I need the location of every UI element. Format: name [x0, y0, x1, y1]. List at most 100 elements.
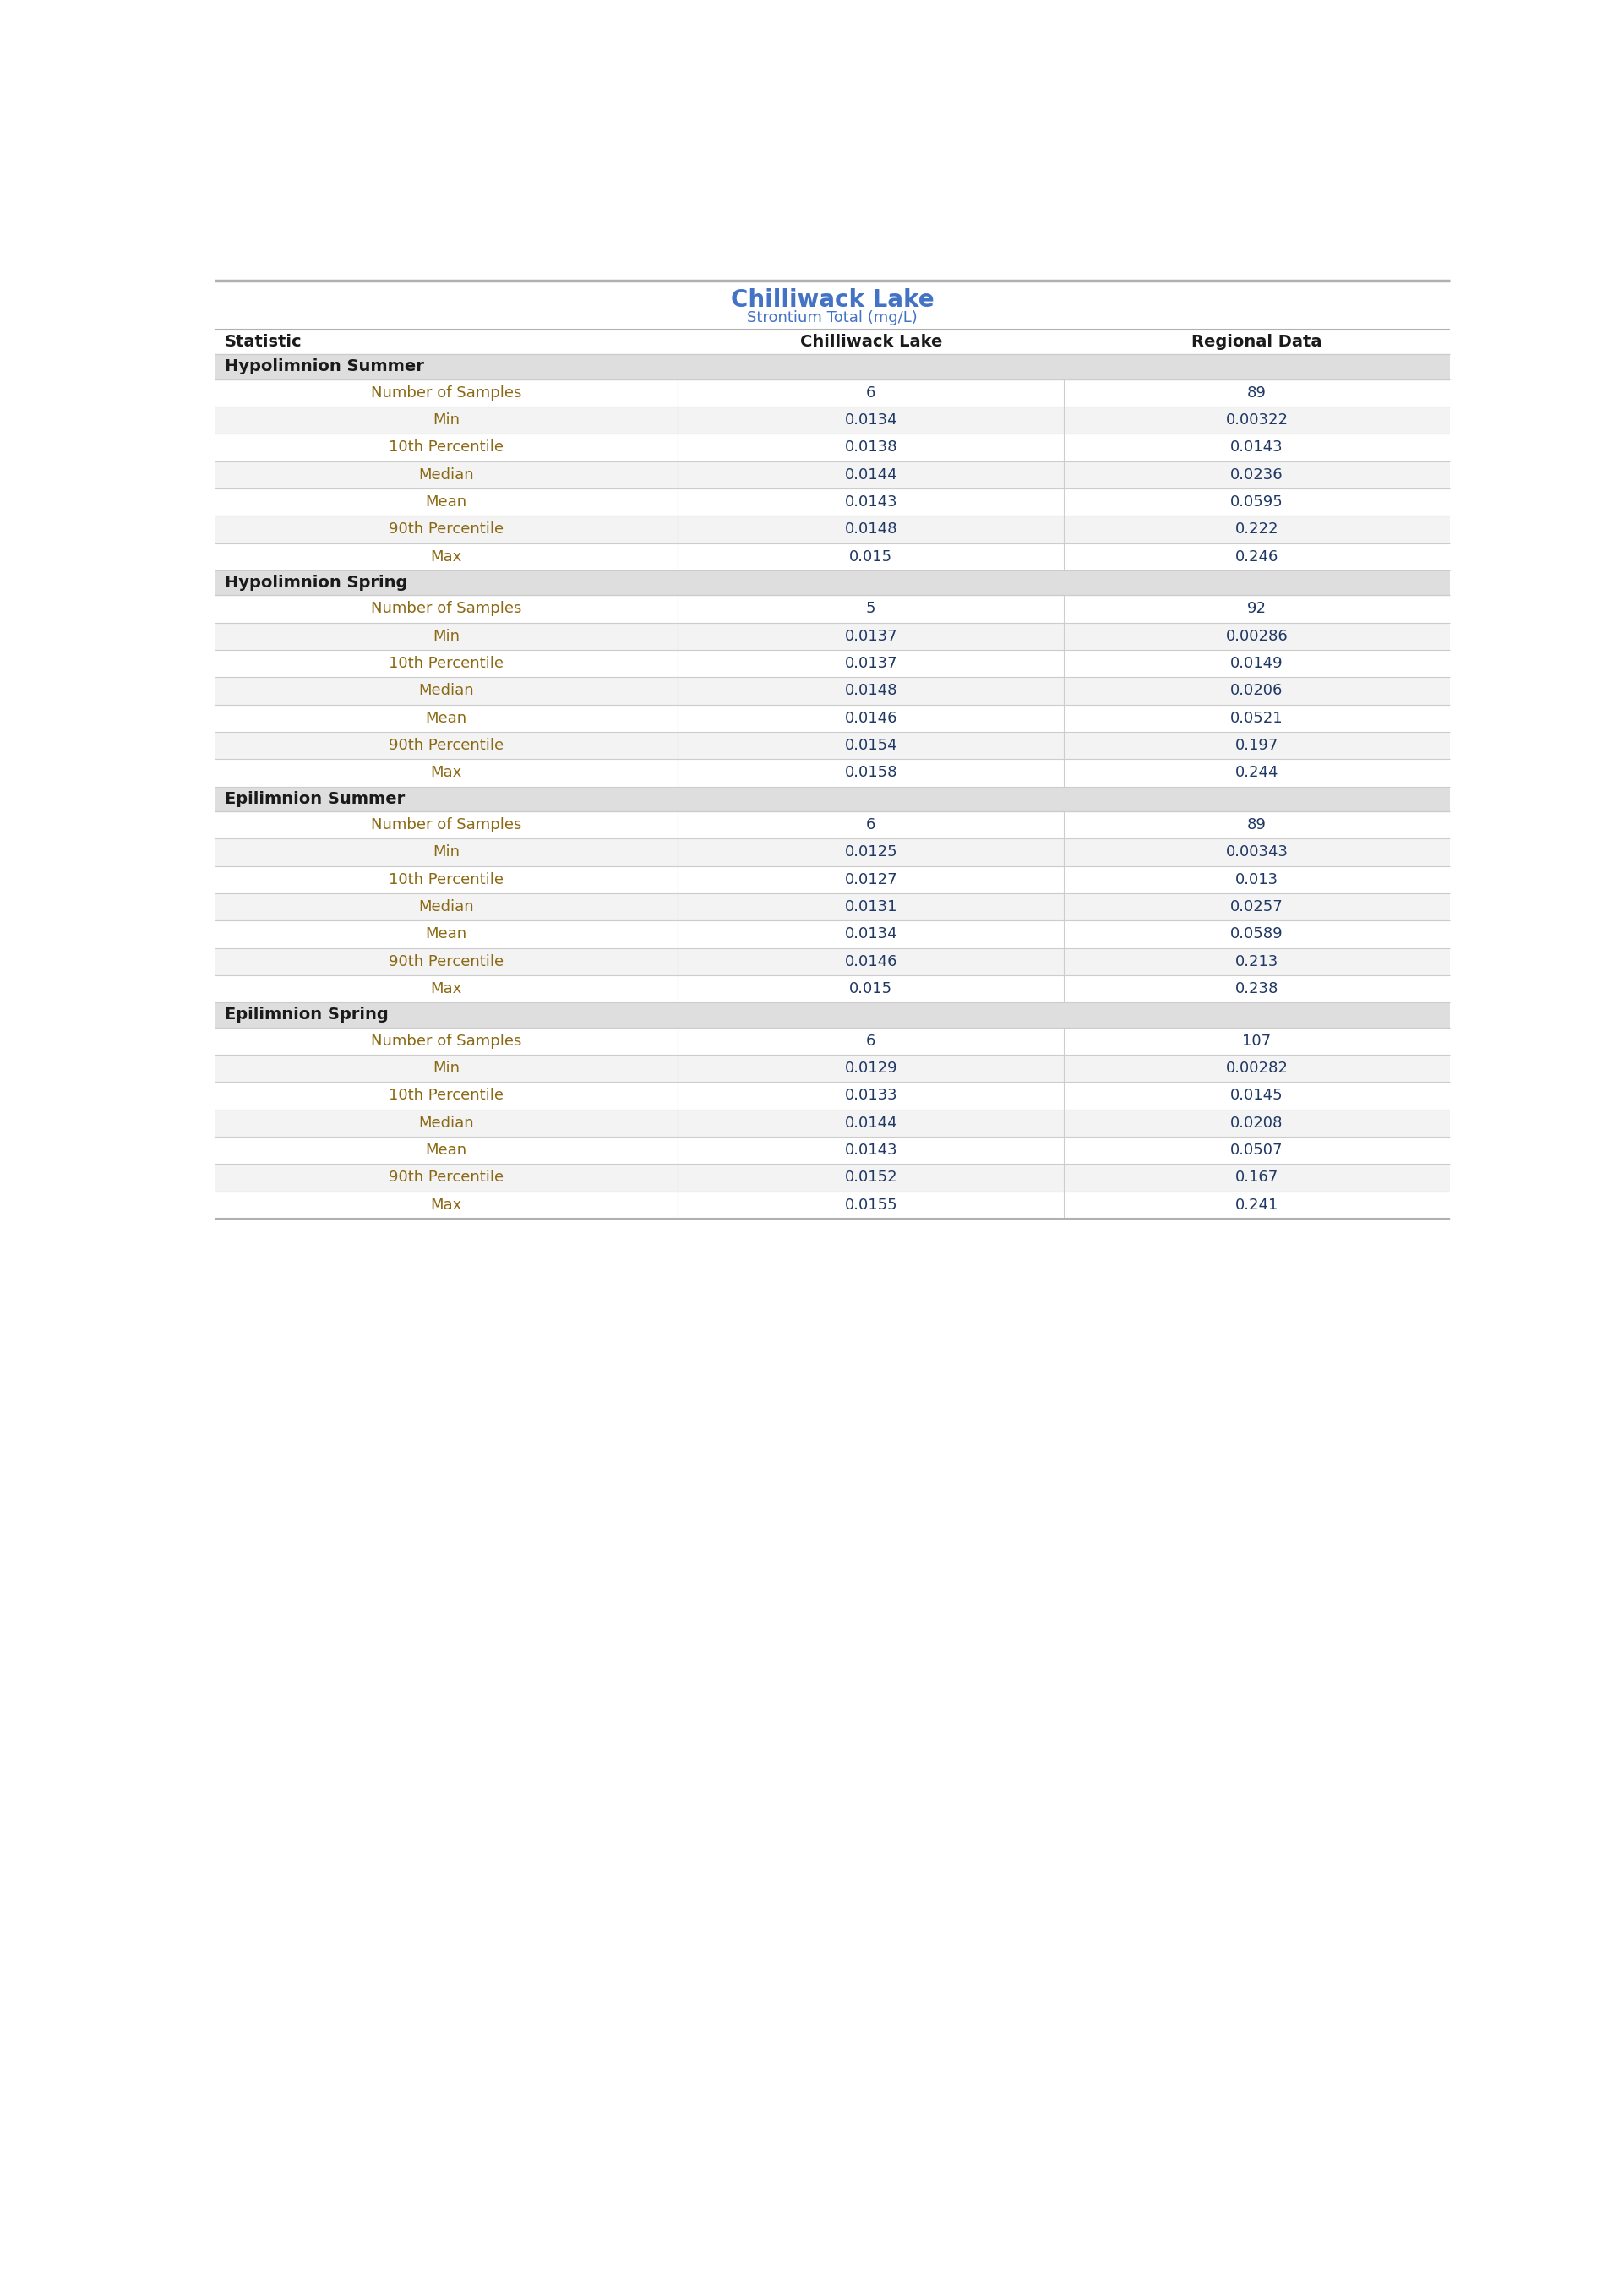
Text: 0.241: 0.241 — [1236, 1196, 1278, 1212]
Bar — [214, 758, 1450, 785]
Text: Number of Samples: Number of Samples — [370, 602, 521, 617]
Text: 0.0145: 0.0145 — [1231, 1087, 1283, 1103]
Text: 0.0146: 0.0146 — [844, 711, 898, 726]
Bar — [214, 1028, 1450, 1056]
Text: 0.167: 0.167 — [1236, 1169, 1278, 1185]
Text: 6: 6 — [866, 386, 875, 400]
Bar — [214, 949, 1450, 976]
Text: Chilliwack Lake: Chilliwack Lake — [799, 334, 942, 350]
Text: 0.213: 0.213 — [1236, 953, 1278, 969]
Text: 0.0143: 0.0143 — [1231, 440, 1283, 454]
Bar — [214, 354, 1450, 379]
Bar — [214, 488, 1450, 515]
Bar — [214, 1003, 1450, 1028]
Bar — [214, 865, 1450, 892]
Text: 0.0148: 0.0148 — [844, 683, 898, 699]
Text: 90th Percentile: 90th Percentile — [388, 1169, 503, 1185]
Bar — [214, 570, 1450, 595]
Bar — [214, 515, 1450, 543]
Text: 0.0144: 0.0144 — [844, 1115, 898, 1130]
Text: 0.0129: 0.0129 — [844, 1060, 898, 1076]
Text: Min: Min — [434, 844, 460, 860]
Text: 0.0143: 0.0143 — [844, 1142, 898, 1158]
Text: Mean: Mean — [425, 495, 468, 511]
Text: 90th Percentile: 90th Percentile — [388, 738, 503, 754]
Bar — [214, 461, 1450, 488]
Text: 0.0133: 0.0133 — [844, 1087, 898, 1103]
Text: Mean: Mean — [425, 1142, 468, 1158]
Text: 6: 6 — [866, 1033, 875, 1049]
Text: 0.244: 0.244 — [1236, 765, 1278, 781]
Text: Max: Max — [430, 765, 463, 781]
Text: 0.0152: 0.0152 — [844, 1169, 898, 1185]
Text: 107: 107 — [1242, 1033, 1272, 1049]
Bar — [214, 892, 1450, 922]
Text: Number of Samples: Number of Samples — [370, 386, 521, 400]
Text: 0.0155: 0.0155 — [844, 1196, 898, 1212]
Text: 0.246: 0.246 — [1236, 549, 1278, 565]
Bar — [214, 731, 1450, 758]
Bar — [214, 434, 1450, 461]
Text: 0.0154: 0.0154 — [844, 738, 898, 754]
Text: Mean: Mean — [425, 711, 468, 726]
Text: Statistic: Statistic — [224, 334, 302, 350]
Text: 0.0149: 0.0149 — [1231, 656, 1283, 672]
Text: 0.0131: 0.0131 — [844, 899, 898, 915]
Text: Max: Max — [430, 1196, 463, 1212]
Text: 0.0134: 0.0134 — [844, 413, 898, 427]
Text: 0.0146: 0.0146 — [844, 953, 898, 969]
Bar — [214, 1083, 1450, 1110]
Bar — [214, 976, 1450, 1003]
Text: 0.0127: 0.0127 — [844, 872, 898, 888]
Text: 0.00343: 0.00343 — [1226, 844, 1288, 860]
Text: 0.0589: 0.0589 — [1231, 926, 1283, 942]
Bar — [214, 838, 1450, 865]
Bar — [214, 595, 1450, 622]
Text: 0.0137: 0.0137 — [844, 629, 898, 645]
Text: 0.013: 0.013 — [1236, 872, 1278, 888]
Text: 0.0148: 0.0148 — [844, 522, 898, 538]
Bar — [214, 622, 1450, 649]
Bar — [214, 1192, 1450, 1219]
Text: 0.0125: 0.0125 — [844, 844, 898, 860]
Text: Epilimnion Spring: Epilimnion Spring — [224, 1008, 388, 1024]
Bar — [214, 1056, 1450, 1083]
Text: 0.00322: 0.00322 — [1226, 413, 1288, 427]
Text: 0.0236: 0.0236 — [1231, 468, 1283, 484]
Text: 10th Percentile: 10th Percentile — [388, 1087, 503, 1103]
Text: Regional Data: Regional Data — [1192, 334, 1322, 350]
Text: 0.0595: 0.0595 — [1231, 495, 1283, 511]
Text: 0.197: 0.197 — [1236, 738, 1278, 754]
Text: 0.0206: 0.0206 — [1231, 683, 1283, 699]
Bar — [214, 543, 1450, 570]
Bar — [214, 406, 1450, 434]
Text: 0.015: 0.015 — [849, 549, 893, 565]
Bar — [214, 1110, 1450, 1137]
Text: Median: Median — [419, 1115, 474, 1130]
Text: 5: 5 — [866, 602, 875, 617]
Bar — [214, 1137, 1450, 1165]
Text: Median: Median — [419, 899, 474, 915]
Bar — [214, 704, 1450, 731]
Text: Hypolimnion Summer: Hypolimnion Summer — [224, 359, 424, 375]
Text: Hypolimnion Spring: Hypolimnion Spring — [224, 574, 408, 590]
Text: 10th Percentile: 10th Percentile — [388, 872, 503, 888]
Text: Median: Median — [419, 683, 474, 699]
Text: 0.0138: 0.0138 — [844, 440, 898, 454]
Text: 90th Percentile: 90th Percentile — [388, 953, 503, 969]
Text: 0.0521: 0.0521 — [1231, 711, 1283, 726]
Text: 89: 89 — [1247, 817, 1267, 833]
Text: 0.0134: 0.0134 — [844, 926, 898, 942]
Text: 0.0507: 0.0507 — [1231, 1142, 1283, 1158]
Text: Min: Min — [434, 413, 460, 427]
Text: 0.00282: 0.00282 — [1226, 1060, 1288, 1076]
Text: Max: Max — [430, 549, 463, 565]
Text: 6: 6 — [866, 817, 875, 833]
Text: Max: Max — [430, 981, 463, 997]
Text: Min: Min — [434, 1060, 460, 1076]
Text: Number of Samples: Number of Samples — [370, 1033, 521, 1049]
Text: 89: 89 — [1247, 386, 1267, 400]
Text: 0.222: 0.222 — [1236, 522, 1278, 538]
Text: 10th Percentile: 10th Percentile — [388, 656, 503, 672]
Bar — [214, 1165, 1450, 1192]
